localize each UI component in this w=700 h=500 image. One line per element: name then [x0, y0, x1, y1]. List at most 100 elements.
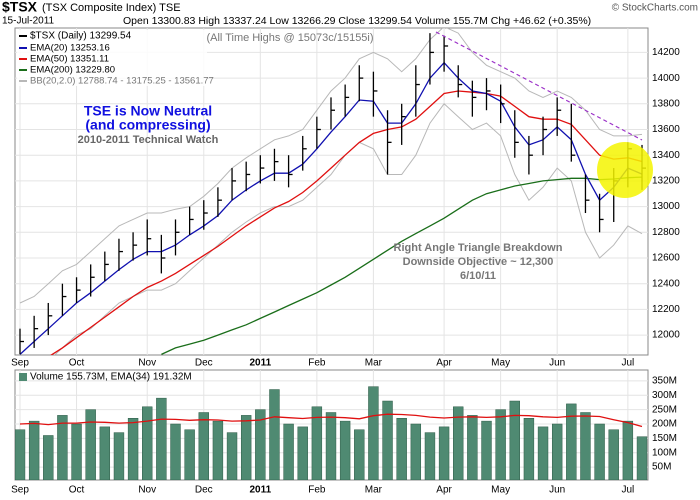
- y-tick-label: 12400: [652, 278, 680, 289]
- volume-bar: [212, 420, 224, 480]
- volume-bar: [226, 432, 238, 480]
- legend-entry: $TSX (Daily) 13299.54: [30, 31, 132, 42]
- volume-bar: [15, 429, 26, 480]
- volume-ema: [19, 413, 643, 428]
- volume-bar: [481, 420, 492, 480]
- annotation: 6/10/11: [460, 270, 496, 282]
- credit: © StockCharts.com: [612, 3, 698, 14]
- ema-line: [19, 61, 643, 355]
- x-tick-label: Nov: [138, 358, 156, 369]
- y-tick-label: 200M: [652, 419, 677, 430]
- volume-bar: [240, 415, 252, 480]
- title: $TSX: [2, 0, 38, 15]
- quote: Open 13300.83 High 13337.24 Low 13266.29…: [123, 15, 591, 27]
- volume-bar: [283, 423, 294, 480]
- y-tick-label: 100M: [652, 447, 677, 458]
- x-tick-label: 2011: [249, 485, 271, 496]
- annotation: Downside Objective ~ 12,300: [403, 256, 554, 268]
- volume-bar: [297, 426, 308, 480]
- volume-bar: [594, 423, 605, 480]
- legend-entry: BB(20,2.0) 12788.74 - 13175.25 - 13561.7…: [30, 76, 214, 87]
- volume-bar: [156, 397, 167, 480]
- y-tick-label: 150M: [652, 433, 677, 444]
- x-tick-label: Dec: [195, 358, 213, 369]
- x-tick-label: Jun: [549, 485, 565, 496]
- y-tick-label: 50M: [652, 462, 671, 473]
- volume-bar: [57, 415, 68, 480]
- volume-bar: [410, 423, 422, 480]
- ema-line: [50, 90, 643, 355]
- volume-bar: [85, 409, 96, 480]
- ema-line: [161, 176, 643, 355]
- x-tick-label: May: [491, 485, 510, 496]
- volume-bar: [382, 400, 393, 480]
- y-tick-label: 13800: [652, 98, 680, 109]
- volume-bar: [71, 423, 82, 480]
- volume-bar: [368, 386, 379, 480]
- volume-bar: [636, 436, 648, 480]
- legend-entry: EMA(50) 13351.11: [30, 54, 109, 65]
- legend-box: [17, 30, 207, 86]
- x-tick-label: Apr: [436, 485, 452, 496]
- date: 15-Jul-2011: [2, 16, 55, 27]
- volume-bar: [170, 423, 181, 480]
- annotation: 2010-2011 Technical Watch: [78, 134, 219, 146]
- x-tick-label: Mar: [365, 485, 383, 496]
- volume-bar: [495, 409, 506, 480]
- volume-bar: [113, 432, 125, 480]
- volume-bar: [325, 412, 337, 480]
- annotation: (and compressing): [85, 117, 210, 133]
- y-tick-label: 13600: [652, 124, 680, 135]
- volume-bar: [566, 403, 577, 480]
- volume-bar: [198, 412, 209, 480]
- subtitle: (TSX Composite Index) TSE: [42, 2, 181, 14]
- price-panel: [14, 27, 649, 356]
- volume-bar: [255, 409, 266, 480]
- x-tick-label: Mar: [365, 358, 383, 369]
- volume-bar: [269, 389, 280, 480]
- y-tick-label: 12600: [652, 253, 680, 264]
- legend-entry: EMA(200) 13229.80: [30, 65, 115, 76]
- volume-plot: [15, 370, 648, 480]
- y-tick-label: 13200: [652, 176, 680, 187]
- volume-bar: [622, 420, 634, 480]
- x-tick-label: Apr: [436, 358, 452, 369]
- volume-bar: [438, 426, 450, 480]
- trend-line: [435, 31, 643, 141]
- volume-title: Volume 155.73M, EMA(34) 191.32M: [30, 372, 192, 383]
- y-tick-label: 12000: [652, 330, 680, 341]
- x-tick-label: Sep: [11, 485, 29, 496]
- x-tick-label: Jul: [621, 485, 634, 496]
- annotation: Right Angle Triangle Breakdown: [394, 242, 563, 254]
- x-tick-label: Feb: [308, 358, 326, 369]
- x-tick-label: Oct: [69, 358, 85, 369]
- y-tick-label: 12800: [652, 227, 680, 238]
- bb-upper: [19, 28, 643, 304]
- volume-bar: [396, 418, 407, 480]
- volume-bar: [311, 406, 323, 480]
- volume-bar: [43, 435, 54, 480]
- volume-bar: [184, 429, 195, 480]
- x-tick-label: 2011: [249, 358, 271, 369]
- x-tick-label: Jun: [549, 358, 565, 369]
- volume-bar: [467, 415, 478, 480]
- y-tick-label: 13000: [652, 201, 680, 212]
- volume-bar: [537, 426, 549, 480]
- x-tick-label: Jul: [621, 358, 634, 369]
- x-tick-label: Dec: [195, 485, 213, 496]
- volume-bar: [424, 432, 436, 480]
- x-tick-label: Oct: [69, 485, 85, 496]
- y-tick-label: 14200: [652, 47, 680, 58]
- y-tick-label: 12200: [652, 304, 680, 315]
- legend-entry: EMA(20) 13253.16: [30, 43, 110, 54]
- y-tick-label: 350M: [652, 376, 677, 387]
- x-tick-label: May: [491, 358, 510, 369]
- annotation: (All Time Highs @ 15073c/15155i): [206, 32, 373, 44]
- highlight-circle: [597, 142, 653, 198]
- x-tick-label: Feb: [308, 485, 326, 496]
- y-tick-label: 13400: [652, 150, 680, 161]
- volume-bar: [608, 429, 619, 480]
- y-tick-label: 14000: [652, 73, 680, 84]
- x-tick-label: Sep: [11, 358, 29, 369]
